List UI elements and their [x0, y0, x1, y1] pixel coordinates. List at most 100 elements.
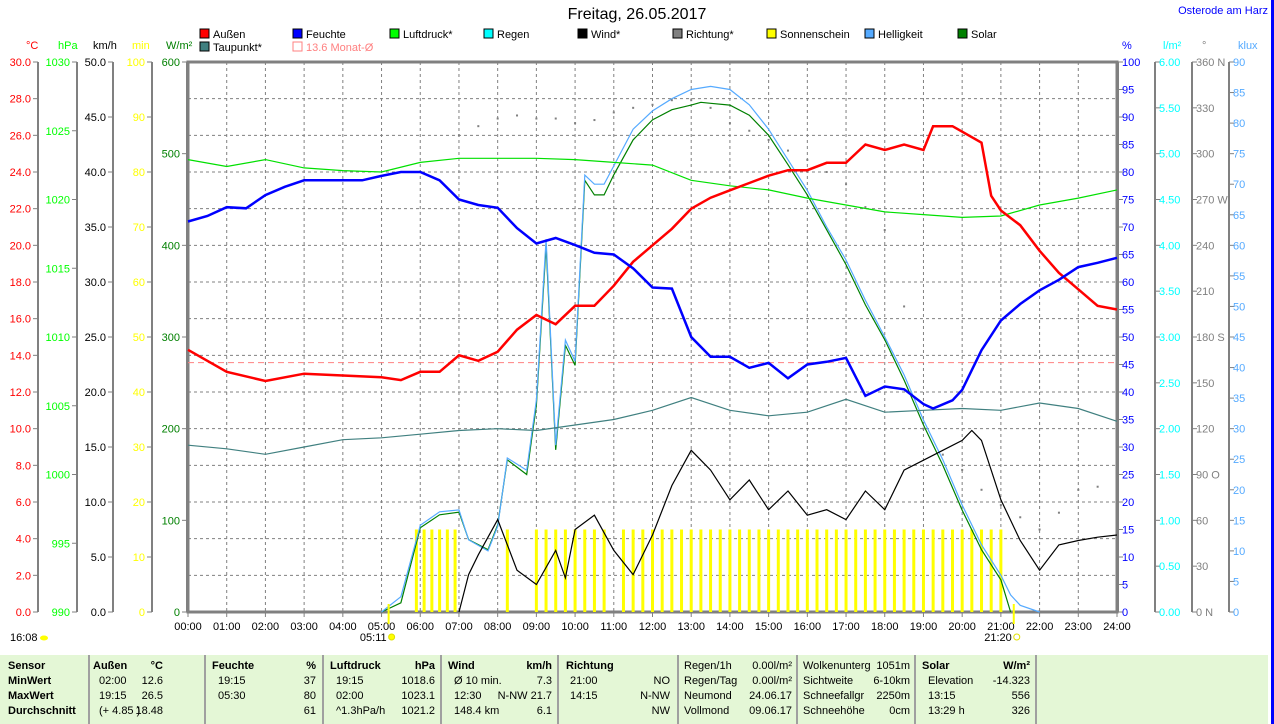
regen-value: 24.06.17: [749, 690, 792, 702]
sunshine-bar: [631, 529, 635, 612]
wind-time: 12:30: [454, 690, 482, 702]
temp-tick-label: 26.0: [10, 130, 31, 142]
pressure-tick-label: 1015: [46, 263, 70, 275]
rain-tick-label: 1.00: [1159, 515, 1180, 527]
sunshine-bar: [728, 529, 732, 612]
window-border: [1271, 0, 1274, 724]
regen-label: Regen/1h: [684, 660, 732, 672]
direction-point: [1077, 488, 1080, 491]
richtung-value: NW: [651, 705, 670, 717]
direction-point: [786, 149, 789, 152]
direction-point: [612, 111, 615, 114]
direction-tick-label: 210: [1196, 286, 1214, 298]
x-tick-label: 19:00: [910, 621, 938, 633]
wind-tick-label: 40.0: [85, 167, 106, 179]
sunshine-tick-label: 100: [127, 57, 145, 69]
solar-axis-unit: W/m²: [166, 40, 193, 52]
temp-tick-label: 16.0: [10, 314, 31, 326]
feuchte-value: 80: [303, 690, 316, 702]
direction-point: [1019, 516, 1022, 519]
solar-time: Elevation: [928, 675, 974, 687]
direction-point: [980, 488, 983, 491]
luftdruck-unit: hPa: [414, 660, 435, 672]
rain-tick-label: 3.00: [1159, 332, 1180, 344]
legend-swatch: [672, 28, 683, 39]
regen-value: 0.00l/m²: [752, 675, 792, 687]
aussen-header: Außen: [93, 660, 128, 672]
sunshine-bar: [999, 529, 1003, 612]
sunshine-bar: [854, 529, 858, 612]
temp-tick-label: 20.0: [10, 240, 31, 252]
sunshine-bar: [747, 529, 751, 612]
sunshine-bar: [912, 529, 916, 612]
legend-swatch: [199, 28, 210, 39]
aussen-time: 02:00: [99, 675, 127, 687]
x-tick-label: 06:00: [406, 621, 434, 633]
wind-tick-label: 45.0: [85, 112, 106, 124]
direction-point: [477, 125, 480, 128]
direction-tick-label: 180 S: [1196, 332, 1225, 344]
temp-tick-label: 24.0: [10, 167, 31, 179]
lux-tick-label: 85: [1233, 88, 1245, 100]
legend-swatch: [766, 28, 777, 39]
direction-point: [864, 206, 867, 209]
chart-title: Freitag, 26.05.2017: [567, 6, 707, 23]
direction-tick-label: 150: [1196, 378, 1214, 390]
legend-item-label: 13.6 Monat-Ø: [306, 42, 374, 54]
rain-tick-label: 4.00: [1159, 240, 1180, 252]
humidity-tick-label: 0: [1122, 607, 1128, 619]
wind-tick-label: 0.0: [91, 607, 106, 619]
sunshine-bar: [414, 529, 418, 612]
sunshine-bar: [834, 529, 838, 612]
sunshine-tick-label: 10: [133, 552, 145, 564]
richtung-value: N-NW: [640, 690, 670, 702]
x-tick-label: 02:00: [252, 621, 280, 633]
lux-tick-label: 30: [1233, 424, 1245, 436]
column-divider: [440, 655, 442, 724]
humidity-tick-label: 40: [1122, 387, 1134, 399]
x-tick-label: 18:00: [871, 621, 899, 633]
direction-axis-unit: °: [1202, 40, 1206, 52]
direction-tick-label: 60: [1196, 515, 1208, 527]
solar-tick-label: 0: [174, 607, 180, 619]
legend-item-label: Außen: [213, 29, 245, 41]
rain-tick-label: 1.50: [1159, 470, 1180, 482]
humidity-tick-label: 30: [1122, 442, 1134, 454]
sunset-time: 21:20: [984, 632, 1012, 644]
row-label: MaxWert: [8, 690, 54, 702]
lux-tick-label: 80: [1233, 118, 1245, 130]
x-tick-label: 20:00: [948, 621, 976, 633]
humidity-tick-label: 80: [1122, 167, 1134, 179]
solar-value: 556: [1011, 690, 1030, 702]
humidity-tick-label: 60: [1122, 277, 1134, 289]
humidity-tick-label: 35: [1122, 415, 1134, 427]
lux-tick-label: 10: [1233, 546, 1245, 558]
sunshine-bar: [453, 529, 457, 612]
humidity-tick-label: 5: [1122, 580, 1128, 592]
rain-tick-label: 3.50: [1159, 286, 1180, 298]
legend-swatch: [389, 28, 400, 39]
direction-point: [670, 99, 673, 102]
direction-point: [728, 122, 731, 125]
direction-point: [806, 158, 809, 161]
direction-point: [632, 106, 635, 109]
lux-tick-label: 20: [1233, 485, 1245, 497]
rain-tick-label: 5.50: [1159, 103, 1180, 115]
richtung-header: Richtung: [566, 660, 614, 672]
temp-tick-label: 30.0: [10, 57, 31, 69]
sunshine-tick-label: 50: [133, 332, 145, 344]
direction-point: [535, 117, 538, 120]
sunshine-tick-label: 30: [133, 442, 145, 454]
humidity-tick-label: 85: [1122, 140, 1134, 152]
wind-tick-label: 35.0: [85, 222, 106, 234]
pressure-tick-label: 990: [52, 607, 70, 619]
sunshine-bar: [921, 529, 925, 612]
humidity-tick-label: 75: [1122, 195, 1134, 207]
sun-icon: [40, 635, 48, 641]
wolken-value: 0cm: [889, 705, 910, 717]
sunshine-bar: [863, 529, 867, 612]
x-tick-label: 00:00: [174, 621, 202, 633]
series-luftdruck: [187, 157, 1118, 219]
direction-point: [651, 103, 654, 106]
humidity-tick-label: 25: [1122, 470, 1134, 482]
